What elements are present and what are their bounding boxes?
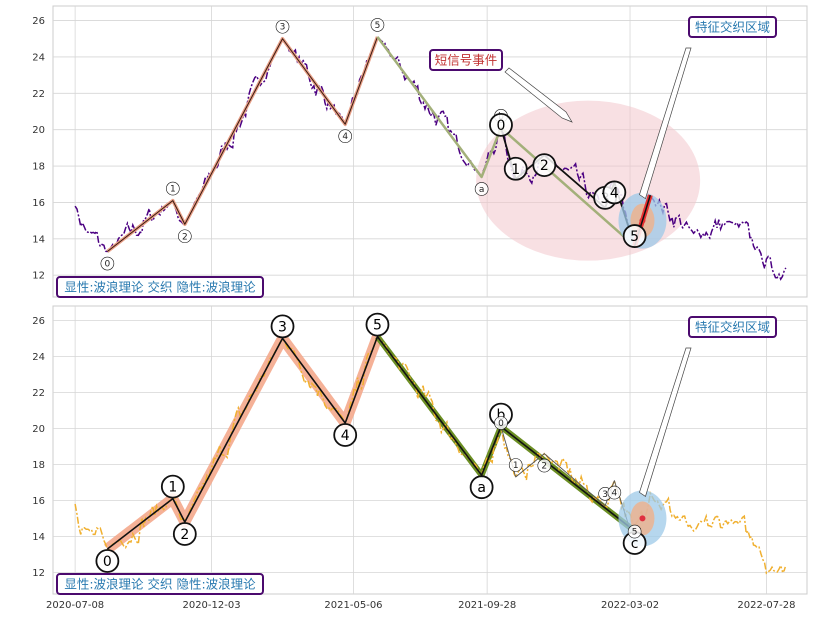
method-legend-text: 显性:波浪理论 交织 隐性:波浪理论 [64, 577, 256, 592]
plot-area [52, 5, 808, 298]
feature-zone-arrow [639, 47, 692, 200]
wave-label-5-circle [365, 312, 390, 337]
wave-label-a-text: a [479, 185, 485, 195]
wave-label-5-circle [370, 18, 385, 32]
wave-label-5-text: 5 [373, 318, 382, 334]
wave-label-b-text: b [497, 408, 506, 424]
subwave-label-1-circle [508, 458, 523, 472]
wave-line [106, 335, 636, 550]
wave-label-0-circle [95, 549, 120, 573]
short-signal-label-box [429, 49, 503, 71]
y-tick-label: 24 [32, 352, 45, 363]
wave-label-1-text: 1 [170, 185, 176, 195]
short-signal-label-text: 短信号事件 [435, 53, 498, 68]
subwave-label-2-text: 2 [540, 158, 549, 174]
wave-label-0-text: 0 [105, 260, 111, 270]
y-tick-label: 20 [32, 424, 45, 435]
y-tick-label: 12 [32, 271, 45, 282]
wave-label-4-circle [338, 129, 352, 144]
y-tick-label: 22 [32, 89, 45, 100]
wave-label-1-circle [166, 181, 180, 196]
x-tick-label: 2022-07-28 [737, 600, 795, 611]
subwave-label-4-circle [602, 180, 627, 205]
y-tick-label: 14 [32, 234, 45, 245]
feature-zone-dot [639, 515, 646, 522]
x-tick-label: 2021-09-28 [458, 600, 516, 611]
plot-content [74, 35, 787, 281]
corrective-wave-line [376, 36, 636, 248]
y-tick-label: 18 [32, 162, 45, 173]
wave-label-3-text: 3 [278, 319, 287, 335]
subwave-label-0-circle [494, 416, 508, 430]
feature-zone-label-text: 特征交织区域 [695, 20, 770, 35]
subwave-label-5-text: 5 [632, 528, 638, 538]
subwave-label-2-circle [532, 153, 557, 178]
method-legend-text: 显性:波浪理论 交织 隐性:波浪理论 [64, 280, 256, 295]
subwave-label-1-text: 1 [511, 162, 520, 178]
wave-label-4-text: 4 [341, 428, 350, 444]
method-legend-box [56, 276, 264, 298]
subwave-label-5-circle [627, 524, 642, 539]
wave-label-1-circle [160, 474, 185, 499]
wave-label-2-circle [178, 229, 192, 244]
price-line [74, 35, 787, 281]
plot-area [52, 305, 808, 595]
wave-label-4-text: 4 [342, 132, 348, 142]
x-tick-label: 2021-05-06 [324, 600, 382, 611]
subwave-label-0-circle [489, 112, 513, 137]
feature-zone-label-text: 特征交织区域 [695, 320, 770, 335]
subwave-label-3-text: 3 [602, 490, 608, 500]
y-tick-label: 14 [32, 532, 45, 543]
wave-label-0-circle [100, 256, 115, 271]
y-tick-label: 20 [32, 125, 45, 136]
wave-label-5-text: 5 [375, 21, 381, 31]
y-tick-label: 18 [32, 460, 45, 471]
subwave-label-1-circle [503, 156, 528, 181]
wave-label-2-text: 2 [182, 232, 188, 242]
subwave-label-1-text: 1 [513, 461, 519, 471]
x-tick-label: 2022-03-02 [601, 600, 659, 611]
wave-label-a-text: a [477, 480, 486, 496]
x-tick-label: 2020-12-03 [182, 600, 240, 611]
subwave-label-2-text: 2 [541, 462, 547, 472]
subwave-label-4-circle [607, 485, 622, 500]
wave-label-3-circle [275, 19, 290, 34]
wave-label-a-circle [474, 182, 489, 196]
wave-label-a-circle [469, 475, 494, 500]
y-tick-label: 26 [32, 16, 45, 27]
short-signal-arrow [504, 67, 573, 123]
wave-label-2-text: 2 [180, 527, 189, 543]
price-line [74, 335, 787, 575]
subwave-label-5-circle [622, 224, 647, 248]
method-legend-box [56, 573, 264, 595]
impulse-wave-line [107, 36, 378, 252]
wave-label-2-circle [172, 522, 197, 546]
wave-label-c-text: c [631, 536, 639, 552]
feature-zone-label-box [688, 16, 777, 38]
y-tick-label: 16 [32, 496, 45, 507]
subwave-label-5-text: 5 [630, 229, 639, 245]
panel-top: 1214161820222426012345ab012345显性:波浪理论 交织… [32, 5, 808, 298]
subwave-label-4-text: 4 [611, 489, 617, 499]
feature-zone-arrow [639, 347, 692, 497]
y-tick-label: 26 [32, 316, 45, 327]
wave-label-3-text: 3 [280, 23, 286, 33]
y-tick-label: 22 [32, 388, 45, 399]
wave-label-0-text: 0 [103, 554, 112, 570]
wave-label-4-circle [333, 423, 358, 447]
subwave-label-0-text: 0 [497, 118, 506, 134]
feature-zone-label-box [688, 316, 777, 338]
y-tick-label: 12 [32, 568, 45, 579]
subwave-label-2-circle [537, 458, 552, 473]
y-tick-label: 16 [32, 198, 45, 209]
subwave-label-4-text: 4 [610, 185, 619, 201]
wave-label-1-text: 1 [168, 480, 177, 496]
wave-label-3-circle [270, 314, 295, 339]
y-tick-label: 24 [32, 52, 45, 63]
subwave-label-0-text: 0 [498, 419, 504, 429]
x-tick-label: 2020-07-08 [46, 600, 104, 611]
